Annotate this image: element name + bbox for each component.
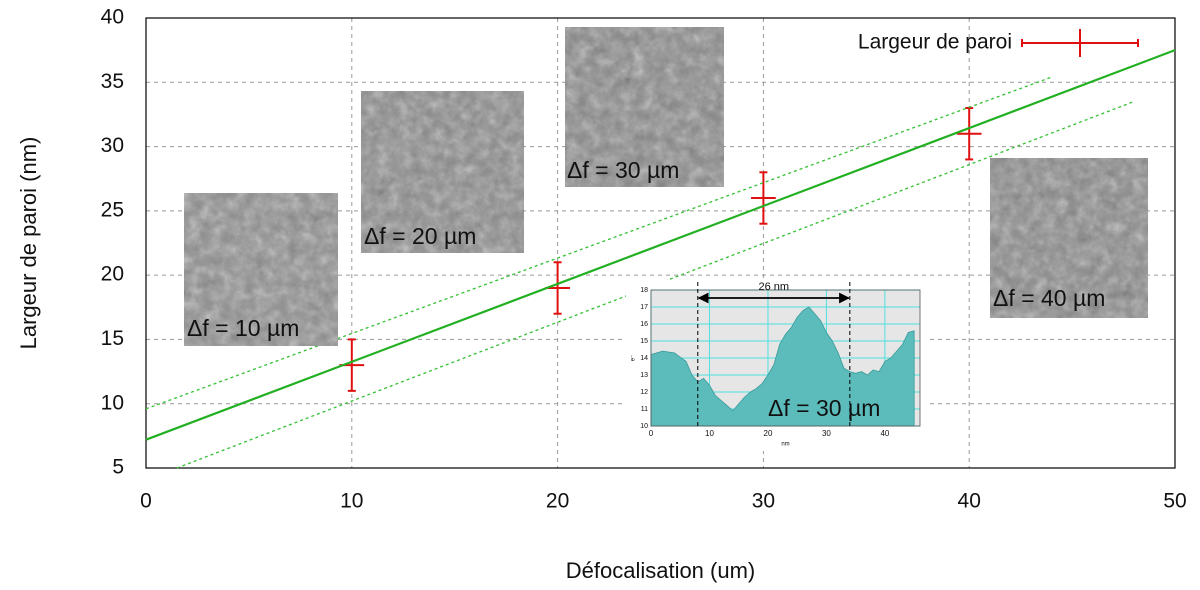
image-label: Δf = 10 µm [187,315,299,341]
y-tick-label: 35 [101,70,124,93]
micrograph [361,91,524,253]
x-tick-label: 30 [752,490,775,513]
y-tick-label: 17 [640,304,648,311]
y-tick-label: 5 [112,456,124,479]
y-tick-label: 15 [101,327,124,350]
y-tick-label: 25 [101,198,124,221]
y-tick-label: 20 [101,263,124,286]
x-tick-label: 50 [1163,490,1186,513]
x-tick-label: 10 [340,490,363,513]
y-axis-label: e⁻ [631,355,637,362]
x-axis-label: nm [781,442,789,448]
confidence-line [145,76,1052,410]
y-tick-label: 18 [640,287,648,294]
x-tick-label: 0 [140,490,152,513]
micrograph [184,193,338,346]
x-tick-label: 40 [880,429,889,438]
micrograph [565,27,724,187]
micrographs: Δf = 10 µm Δf = 20 µm Δf = 30 µm Δf = 40 µm [184,27,1148,346]
profile-area [650,306,915,427]
x-axis-label: Défocalisation (um) [566,558,756,583]
image-label: Δf = 40 µm [993,285,1105,311]
y-tick-label: 30 [101,134,124,157]
micrograph [990,158,1148,318]
x-tick-label: 40 [958,490,981,513]
y-tick-label: 11 [641,406,648,413]
y-axis-label: Largeur de paroi (nm) [16,137,41,350]
y-tick-label: 14 [640,355,648,362]
span-label: 26 nm [759,281,790,293]
y-tick-label: 10 [101,391,124,414]
y-tick-label: 40 [101,6,124,29]
x-tick-label: 20 [546,490,569,513]
inset-label: Δf = 30 µm [768,395,880,421]
y-tick-label: 12 [640,389,648,396]
legend-label: Largeur de paroi [858,31,1012,54]
y-tick-label: 15 [640,338,648,345]
plot-frame [145,17,1176,469]
y-tick-label: 13 [640,372,648,379]
y-tick-label: 10 [640,423,648,430]
x-tick-label: 20 [764,429,773,438]
image-label: Δf = 30 µm [567,157,679,183]
fit-line [145,49,1176,441]
x-tick-label: 30 [822,429,831,438]
plot-frame [650,289,921,427]
x-tick-label: 10 [705,429,714,438]
image-label: Δf = 20 µm [364,223,476,249]
y-tick-label: 16 [640,321,648,328]
x-tick-label: 0 [649,429,654,438]
